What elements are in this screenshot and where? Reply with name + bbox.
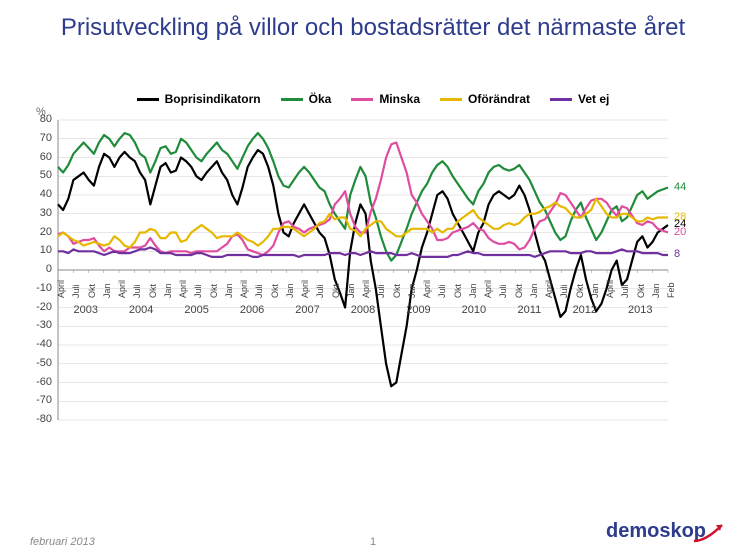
x-tick-label: Juli	[132, 284, 142, 298]
chart-svg	[58, 120, 698, 480]
legend-item: Oförändrat	[440, 92, 530, 106]
legend-label: Öka	[309, 92, 332, 106]
x-tick-label: Okt	[392, 284, 402, 298]
y-tick-label: -30	[28, 319, 52, 331]
x-tick-label: Juli	[559, 284, 569, 298]
x-tick-label: Okt	[270, 284, 280, 298]
legend-label: Minska	[379, 92, 420, 106]
x-tick-label: Okt	[636, 284, 646, 298]
legend-item: Boprisindikatorn	[137, 92, 261, 106]
x-tick-label: Okt	[331, 284, 341, 298]
x-year-label: 2008	[343, 304, 383, 316]
y-tick-label: 60	[28, 151, 52, 163]
y-tick-label: 50	[28, 169, 52, 181]
y-tick-label: 40	[28, 188, 52, 200]
x-tick-label: Okt	[209, 284, 219, 298]
y-tick-label: 80	[28, 113, 52, 125]
x-tick-label: Jan	[529, 283, 539, 298]
x-tick-label: Juli	[498, 284, 508, 298]
x-tick-label: Feb	[666, 282, 676, 298]
x-tick-label: April	[483, 280, 493, 298]
series-end-label: 20	[674, 226, 686, 238]
x-year-label: 2009	[398, 304, 438, 316]
x-tick-label: Jan	[407, 283, 417, 298]
x-tick-label: April	[117, 280, 127, 298]
legend-item: Öka	[281, 92, 332, 106]
x-tick-label: Juli	[620, 284, 630, 298]
x-tick-label: Juli	[254, 284, 264, 298]
x-tick-label: Jan	[590, 283, 600, 298]
x-tick-label: Juli	[437, 284, 447, 298]
x-tick-label: Juli	[193, 284, 203, 298]
series-end-label: 44	[674, 181, 686, 193]
legend-item: Vet ej	[550, 92, 609, 106]
x-tick-label: Okt	[575, 284, 585, 298]
x-tick-label: April	[422, 280, 432, 298]
x-tick-label: Okt	[453, 284, 463, 298]
y-tick-label: 10	[28, 244, 52, 256]
legend-label: Oförändrat	[468, 92, 530, 106]
y-tick-label: 0	[28, 263, 52, 275]
y-tick-label: -80	[28, 413, 52, 425]
y-tick-label: -20	[28, 301, 52, 313]
x-tick-label: Jan	[285, 283, 295, 298]
x-tick-label: Jan	[346, 283, 356, 298]
x-tick-label: Juli	[71, 284, 81, 298]
x-year-label: 2004	[121, 304, 161, 316]
legend-swatch	[440, 98, 462, 101]
legend-swatch	[351, 98, 373, 101]
y-tick-label: 30	[28, 207, 52, 219]
x-tick-label: Jan	[468, 283, 478, 298]
x-year-label: 2006	[232, 304, 272, 316]
x-year-label: 2007	[288, 304, 328, 316]
x-tick-label: Okt	[148, 284, 158, 298]
x-tick-label: Jan	[163, 283, 173, 298]
x-tick-label: April	[605, 280, 615, 298]
logo-text: demoskop	[606, 520, 706, 542]
x-tick-label: Jan	[102, 283, 112, 298]
x-tick-label: Juli	[376, 284, 386, 298]
y-tick-label: -40	[28, 338, 52, 350]
y-tick-label: 20	[28, 226, 52, 238]
chart-title: Prisutveckling på villor och bostadsrätt…	[0, 14, 746, 43]
x-tick-label: April	[56, 280, 66, 298]
legend-swatch	[137, 98, 159, 101]
line-chart: -80-70-60-50-40-30-20-100102030405060708…	[58, 120, 698, 480]
brand-logo: demoskop	[606, 515, 726, 550]
x-tick-label: April	[239, 280, 249, 298]
x-year-label: 2003	[66, 304, 106, 316]
legend-item: Minska	[351, 92, 420, 106]
y-tick-label: -70	[28, 394, 52, 406]
x-tick-label: April	[361, 280, 371, 298]
y-tick-label: -50	[28, 357, 52, 369]
legend: Boprisindikatorn Öka Minska Oförändrat Vet e…	[0, 92, 746, 106]
y-tick-label: -10	[28, 282, 52, 294]
x-year-label: 2012	[565, 304, 605, 316]
x-tick-label: April	[544, 280, 554, 298]
y-tick-label: 70	[28, 132, 52, 144]
legend-swatch	[550, 98, 572, 101]
x-tick-label: Juli	[315, 284, 325, 298]
x-tick-label: April	[178, 280, 188, 298]
x-year-label: 2013	[620, 304, 660, 316]
x-year-label: 2010	[454, 304, 494, 316]
x-tick-label: Okt	[514, 284, 524, 298]
x-year-label: 2011	[509, 304, 549, 316]
y-tick-label: -60	[28, 376, 52, 388]
legend-label: Vet ej	[578, 92, 609, 106]
series-end-label: 8	[674, 248, 680, 260]
legend-label: Boprisindikatorn	[165, 92, 261, 106]
x-tick-label: Jan	[224, 283, 234, 298]
x-tick-label: April	[300, 280, 310, 298]
x-year-label: 2005	[177, 304, 217, 316]
legend-swatch	[281, 98, 303, 101]
x-tick-label: Jan	[651, 283, 661, 298]
x-tick-label: Okt	[87, 284, 97, 298]
